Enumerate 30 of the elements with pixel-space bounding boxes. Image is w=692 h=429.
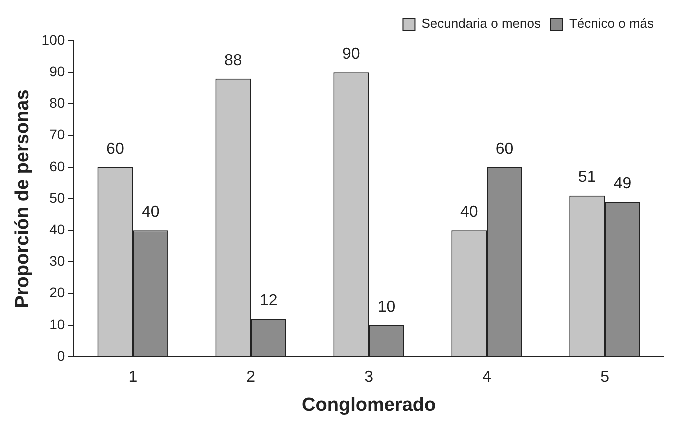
- data-label: 90: [342, 46, 360, 64]
- y-tick-label: 10: [50, 316, 66, 332]
- data-label: 10: [378, 298, 396, 316]
- data-label: 40: [460, 204, 478, 222]
- y-tick-label: 80: [50, 95, 66, 112]
- x-tick-label: 4: [482, 369, 492, 386]
- y-tick-label: 70: [50, 126, 66, 143]
- x-tick-label: 3: [364, 369, 374, 386]
- legend-label: Secundaria o menos: [422, 16, 542, 32]
- y-axis-title: Proporción de personas: [12, 90, 34, 308]
- y-tick-label: 20: [50, 284, 66, 301]
- y-tick-label: 50: [50, 190, 66, 206]
- data-label: 60: [496, 140, 514, 158]
- data-label: 49: [614, 176, 632, 193]
- y-tick-label: 90: [50, 63, 66, 80]
- x-tick-label: 1: [128, 369, 138, 386]
- data-label: 40: [142, 204, 160, 222]
- data-label: 60: [106, 140, 124, 158]
- data-label: 51: [578, 169, 596, 186]
- x-axis-title: Conglomerado: [302, 394, 436, 416]
- data-label: 88: [224, 52, 242, 70]
- y-tick-label: 30: [50, 253, 66, 270]
- data-label: 12: [260, 292, 278, 310]
- y-tick-label: 100: [42, 32, 66, 48]
- y-tick-label: 40: [50, 221, 66, 238]
- y-tick-label: 60: [50, 158, 66, 174]
- y-tick-label: 0: [57, 348, 66, 364]
- x-tick-label: 5: [600, 369, 610, 386]
- x-tick-label: 2: [246, 369, 256, 386]
- legend-label: Técnico o más: [569, 16, 654, 32]
